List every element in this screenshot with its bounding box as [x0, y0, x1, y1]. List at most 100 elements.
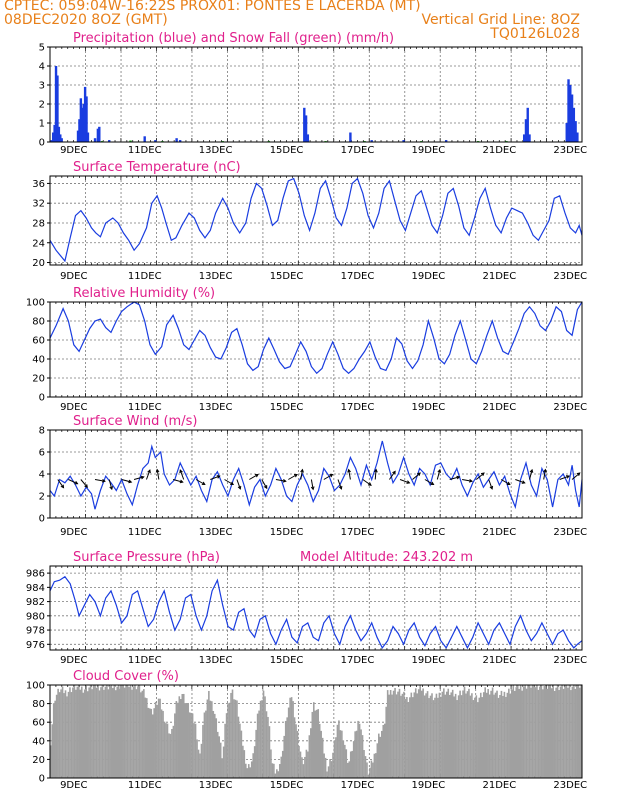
wind-ytick-label: 2	[39, 492, 45, 503]
cloud-bar	[488, 694, 491, 778]
cloud-bar	[372, 762, 374, 778]
pressure-xtick-label: 11DEC	[128, 655, 162, 666]
pressure-xtick-label: 15DEC	[270, 655, 304, 666]
cloud-bar	[503, 691, 506, 778]
cloud-bar	[219, 742, 222, 778]
wind-arrow-head	[101, 478, 106, 483]
wind-xtick-label: 11DEC	[128, 527, 162, 538]
precip-xtick-label: 11DEC	[128, 145, 162, 156]
precip-frame	[49, 46, 583, 143]
precip-bar	[154, 140, 157, 142]
cloud-bar	[184, 703, 187, 778]
cloud-bar	[341, 730, 343, 778]
cloud-bar	[559, 686, 562, 778]
cloud-bar	[245, 763, 247, 778]
cloud-bar	[406, 697, 408, 778]
wind-ytick-label: 4	[39, 470, 45, 481]
cloud-bar	[420, 690, 423, 778]
rh-line	[49, 301, 583, 375]
rh-ytick-label: 40	[32, 355, 45, 366]
cloud-bar	[422, 688, 424, 778]
wind-arrow	[68, 479, 78, 485]
cloud-bar	[413, 692, 416, 778]
cloud-bar	[287, 707, 290, 778]
wind-arrow	[275, 479, 286, 482]
cloud-bar	[141, 690, 144, 778]
cloud-bar	[382, 725, 385, 778]
wind-arrow-head	[74, 481, 79, 485]
cloud-bar	[425, 693, 427, 778]
cloud-bar	[540, 685, 543, 778]
wind-arrow	[374, 469, 377, 480]
cloud-bar	[85, 685, 88, 778]
cloud-bar	[66, 696, 68, 778]
wind-title: Surface Wind (m/s)	[73, 414, 197, 429]
cloud-bar	[472, 700, 475, 778]
temp-ytick-label: 20	[32, 258, 45, 269]
cloud-bar	[339, 730, 342, 778]
temp-frame	[49, 175, 583, 266]
rh-title: Relative Humidity (%)	[73, 286, 215, 301]
temp-title: Surface Temperature (nC)	[73, 160, 241, 175]
cloud-bar	[304, 756, 306, 778]
cloud-bar	[349, 751, 352, 778]
cloud-ytick-label: 20	[32, 755, 45, 766]
cloud-bar	[389, 690, 392, 778]
wind-arrow-head	[293, 473, 298, 478]
cloud-bar	[221, 758, 223, 778]
cloud-ytick-label: 80	[32, 699, 45, 710]
cloud-bar	[515, 687, 518, 778]
cloud-bar	[78, 685, 80, 778]
cloud-bar	[407, 702, 410, 778]
cloud-bar	[360, 729, 362, 778]
cloud-bar	[88, 687, 90, 778]
cloud-bar	[174, 713, 176, 778]
cloud-bar	[103, 689, 105, 778]
precip-ytick-label: 0	[39, 138, 45, 149]
precip-bar	[59, 134, 62, 142]
cloud-bar	[578, 687, 581, 778]
cloud-bar	[494, 692, 497, 778]
cloud-bar	[112, 688, 114, 778]
cloud-bar	[159, 698, 161, 778]
wind-arrow-head	[201, 481, 206, 486]
cloud-bar	[274, 773, 277, 778]
temp-line	[49, 177, 583, 263]
cloud-bar	[69, 687, 71, 778]
cloud-bar	[76, 686, 79, 778]
cloud-bar	[270, 749, 272, 778]
precip-bar	[303, 107, 306, 142]
wind-arrow	[236, 479, 241, 490]
cloud-bar	[416, 693, 419, 778]
cloud-bar	[317, 709, 320, 778]
precip-bar	[175, 138, 178, 142]
cloud-bar	[135, 689, 138, 778]
cloud-bar	[536, 685, 538, 778]
precip-bar	[78, 119, 81, 142]
cloud-bar	[460, 695, 463, 778]
cloud-bar	[55, 694, 58, 778]
cloud-bar	[187, 702, 189, 778]
wind-arrow-head	[338, 485, 343, 490]
wind-arrow	[424, 479, 434, 485]
precip-bar	[178, 140, 182, 142]
wind-arrow-head	[437, 468, 442, 473]
pressure-ytick-label: 982	[26, 597, 45, 608]
cloud-bar	[203, 712, 206, 778]
cloud-bar	[265, 711, 268, 778]
cloud-bar	[211, 701, 213, 778]
cloud-bar	[414, 688, 417, 778]
cloud-bar	[400, 695, 402, 778]
cloud-bar	[200, 743, 203, 778]
precip-bar	[85, 96, 88, 142]
precip-ytick-label: 4	[39, 62, 45, 73]
cloud-bar	[508, 688, 510, 778]
wind-arrow-head	[521, 480, 526, 484]
cloud-bar	[346, 762, 349, 778]
pressure-ytick-label: 980	[26, 611, 45, 622]
cloud-bar	[209, 700, 212, 778]
cloud-bar	[411, 697, 414, 778]
wind-arrow-head	[282, 478, 287, 483]
wind-arrow	[543, 469, 546, 480]
cloud-bar	[391, 694, 393, 778]
